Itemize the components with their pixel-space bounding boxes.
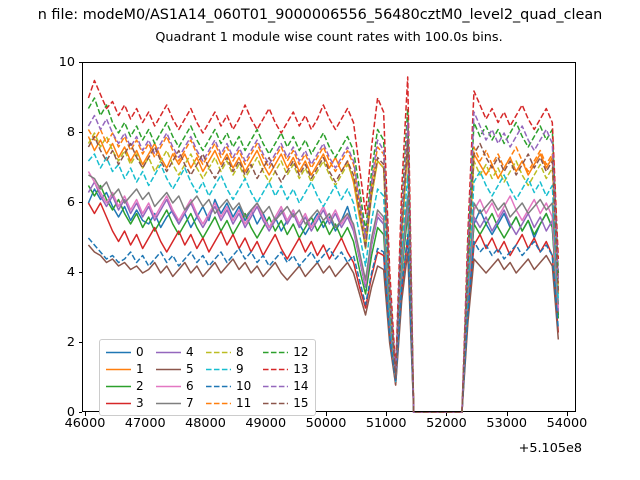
legend-label: 5 xyxy=(186,362,194,376)
y-tick-label: 2 xyxy=(66,335,75,350)
legend-label: 14 xyxy=(293,379,309,393)
x-tick-label: 47000 xyxy=(124,416,166,431)
legend-entry-10[interactable]: 10 xyxy=(206,378,251,394)
series-line-11 xyxy=(87,128,560,413)
axes-title: Quadrant 1 module wise count rates with … xyxy=(155,30,503,45)
x-tick-label: 54000 xyxy=(546,416,588,431)
series-line-9 xyxy=(87,153,560,413)
series-line-15 xyxy=(87,135,560,413)
x-tick-label: 48000 xyxy=(185,416,226,431)
figure-suptitle-text: n file: modeM0/AS1A14_060T01_9000006556_… xyxy=(37,7,603,23)
legend-label: 3 xyxy=(136,396,144,410)
x-tick-mark xyxy=(566,412,568,416)
legend-entry-6[interactable]: 6 xyxy=(156,378,194,394)
x-tick-mark xyxy=(386,412,388,416)
x-tick-label: 51000 xyxy=(365,416,407,431)
series-line-12 xyxy=(87,97,560,413)
legend-swatch-icon xyxy=(263,385,289,387)
legend-swatch-icon xyxy=(156,351,181,353)
series-line-1 xyxy=(87,136,560,413)
chart-legend[interactable]: 0 4 8 12 1 5 9 13 2 6 10 14 3 7 11 15 xyxy=(99,339,316,416)
legend-swatch-icon xyxy=(156,368,181,370)
figure-suptitle: n file: modeM0/AS1A14_060T01_9000006556_… xyxy=(0,6,640,24)
legend-label: 6 xyxy=(186,379,194,393)
y-tick-label: 10 xyxy=(58,55,75,70)
legend-swatch-icon xyxy=(206,385,231,387)
legend-swatch-icon xyxy=(206,368,231,370)
series-line-14 xyxy=(87,111,560,413)
legend-swatch-icon xyxy=(106,385,131,387)
legend-entry-11[interactable]: 11 xyxy=(206,395,251,411)
x-tick-label: 52000 xyxy=(426,416,467,431)
legend-label: 7 xyxy=(186,396,194,410)
y-tick-label: 6 xyxy=(66,195,75,210)
legend-entry-14[interactable]: 14 xyxy=(263,378,309,394)
series-line-8 xyxy=(87,132,560,413)
legend-swatch-icon xyxy=(106,368,131,370)
legend-swatch-icon xyxy=(106,351,131,353)
y-tick-label: 8 xyxy=(66,125,75,140)
series-line-13 xyxy=(87,76,560,413)
series-line-0 xyxy=(87,188,560,413)
y-tick-mark xyxy=(78,202,82,203)
legend-entry-2[interactable]: 2 xyxy=(106,378,144,394)
legend-entry-7[interactable]: 7 xyxy=(156,395,194,411)
legend-entry-4[interactable]: 4 xyxy=(156,344,194,360)
x-tick-label: 46000 xyxy=(64,416,106,431)
legend-entry-0[interactable]: 0 xyxy=(106,344,144,360)
legend-entry-1[interactable]: 1 xyxy=(106,361,144,377)
y-tick-mark xyxy=(78,272,82,273)
legend-label: 1 xyxy=(136,362,144,376)
legend-swatch-icon xyxy=(106,402,131,404)
legend-label: 8 xyxy=(236,345,244,359)
legend-entry-15[interactable]: 15 xyxy=(263,395,309,411)
legend-swatch-icon xyxy=(206,402,231,404)
y-tick-mark xyxy=(78,342,82,343)
legend-entry-13[interactable]: 13 xyxy=(263,361,309,377)
legend-entry-3[interactable]: 3 xyxy=(106,395,144,411)
x-tick-mark xyxy=(506,412,508,416)
legend-swatch-icon xyxy=(263,402,289,404)
legend-entry-12[interactable]: 12 xyxy=(263,344,309,360)
legend-label: 4 xyxy=(186,345,194,359)
legend-label: 15 xyxy=(293,396,309,410)
legend-label: 2 xyxy=(136,379,144,393)
y-tick-label: 4 xyxy=(66,265,75,280)
legend-label: 12 xyxy=(293,345,309,359)
legend-label: 11 xyxy=(236,396,252,410)
legend-swatch-icon xyxy=(156,402,181,404)
legend-label: 10 xyxy=(236,379,252,393)
x-tick-label: 50000 xyxy=(305,416,347,431)
y-tick-mark xyxy=(78,62,82,63)
series-line-10 xyxy=(87,233,560,413)
series-line-5 xyxy=(87,244,560,413)
x-axis-offset-text: +5.105e8 xyxy=(518,441,582,456)
legend-entry-9[interactable]: 9 xyxy=(206,361,251,377)
legend-label: 0 xyxy=(136,345,144,359)
legend-swatch-icon xyxy=(263,351,289,353)
x-tick-mark xyxy=(325,412,327,416)
legend-entry-8[interactable]: 8 xyxy=(206,344,251,360)
series-line-7 xyxy=(88,174,560,413)
y-tick-mark xyxy=(78,132,82,133)
legend-label: 9 xyxy=(236,362,244,376)
legend-entry-5[interactable]: 5 xyxy=(156,361,194,377)
legend-swatch-icon xyxy=(156,385,181,387)
y-tick-label: 0 xyxy=(66,405,75,420)
legend-swatch-icon xyxy=(263,368,289,370)
x-tick-mark xyxy=(85,412,86,416)
x-tick-label: 53000 xyxy=(486,416,528,431)
legend-label: 13 xyxy=(293,362,309,376)
series-line-3 xyxy=(87,202,560,413)
x-tick-mark xyxy=(446,412,448,416)
series-line-4 xyxy=(87,181,560,413)
line-chart-plot xyxy=(87,76,560,413)
y-tick-mark xyxy=(78,412,82,413)
legend-swatch-icon xyxy=(206,351,231,353)
plot-axes xyxy=(82,62,576,413)
x-tick-label: 49000 xyxy=(245,416,287,431)
